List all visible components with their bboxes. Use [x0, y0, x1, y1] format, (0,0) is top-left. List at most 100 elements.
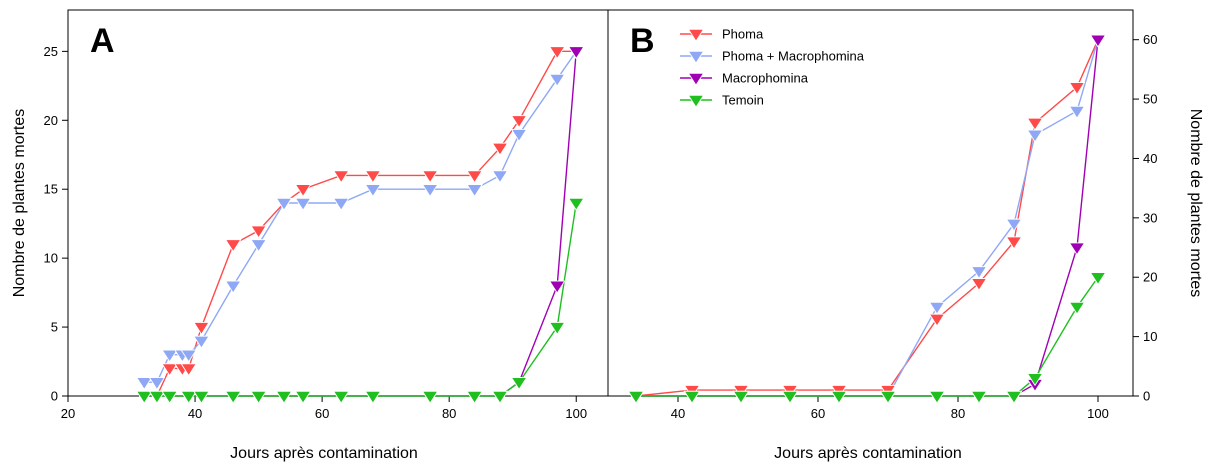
panel-a-x-tick-label: 60 — [315, 406, 329, 421]
panel-b-point-phoma — [1026, 117, 1044, 131]
panel-b-series — [627, 34, 1107, 404]
panel-a-series-line-phoma — [144, 50, 577, 397]
panel-a-point-temoin — [135, 390, 153, 404]
panel-b-y-tick-label: 10 — [1143, 329, 1157, 344]
panel-b-point-temoin — [879, 390, 897, 404]
legend-label-phoma: Phoma — [722, 27, 764, 42]
panel-a-y-tick-label: 10 — [44, 251, 58, 266]
panel-a-point-temoin — [275, 390, 293, 404]
panel-a-series-line-macrophomina — [144, 51, 577, 397]
panel-b-point-temoin — [781, 390, 799, 404]
panel-a-point-phoma — [364, 170, 382, 184]
panel-b-point-phoma — [928, 313, 946, 327]
panel-a-point-phoma-macrophomina — [161, 349, 178, 363]
panel-a-point-phoma-macrophomina — [491, 170, 509, 184]
panel-b-y-axis-title: Nombre de plantes mortes — [1187, 109, 1204, 298]
panel-a-point-temoin — [224, 390, 242, 404]
panel-a-point-phoma — [180, 363, 198, 377]
panel-b-y-tick-label: 0 — [1143, 389, 1150, 404]
panel-b-point-temoin — [970, 390, 988, 404]
panel-a-point-temoin — [161, 390, 178, 404]
panel-a-y-tick-label: 5 — [51, 320, 58, 335]
panel-a-y-axis-title: Nombre de plantes mortes — [11, 109, 28, 298]
panel-a-point-temoin — [567, 197, 585, 211]
panel-a-x-tick-label: 20 — [61, 406, 75, 421]
panel-b-ticks: 40 60 80 100 0 10 20 30 40 50 60 — [671, 32, 1158, 421]
panel-b-y-tick-label: 50 — [1143, 92, 1157, 107]
panel-b-point-macrophomina — [1089, 34, 1107, 48]
panel-b-point-temoin — [830, 390, 848, 404]
legend-label-macrophomina: Macrophomina — [722, 71, 809, 86]
panel-a-y-tick-label: 0 — [51, 389, 58, 404]
panel-a-label: A — [90, 22, 115, 60]
panel-b-series-line-phoma — [635, 39, 1099, 397]
panel-b-y-tick-label: 30 — [1143, 210, 1157, 225]
legend-marker-phoma — [687, 28, 705, 42]
panel-b-series-line-phoma-macrophomina — [636, 39, 1099, 397]
panel-b-y-tick-label: 60 — [1143, 32, 1157, 47]
panel-a-point-phoma — [294, 184, 312, 198]
panel-a-point-phoma-macrophomina — [275, 197, 293, 211]
legend: Phoma Phoma + Macrophomina Macrophomina Tem… — [680, 27, 865, 108]
panel-a-series-line-phoma-macrophomina — [144, 50, 577, 383]
panel-a-point-phoma-macrophomina — [294, 197, 312, 211]
panel-a-point-macrophomina — [567, 46, 585, 60]
panel-a-point-temoin — [250, 390, 267, 404]
panel-a-point-phoma-macrophomina — [193, 335, 210, 349]
legend-label-phoma-macrophomina: Phoma + Macrophomina — [722, 49, 865, 64]
panel-a-point-phoma-macrophomina — [135, 377, 153, 391]
panel-a-point-phoma — [161, 363, 178, 377]
panel-b-point-temoin — [1089, 272, 1107, 286]
panel-b-y-tick-label: 20 — [1143, 270, 1157, 285]
panel-a-point-phoma-macrophomina — [180, 349, 198, 363]
panel-b-point-temoin — [732, 390, 750, 404]
panel-a-point-phoma — [548, 46, 566, 60]
panel-a-point-phoma-macrophomina — [548, 73, 566, 87]
panel-b-series-line-temoin — [636, 276, 1099, 397]
panel-b-point-temoin — [683, 390, 701, 404]
panel-a-point-temoin — [548, 321, 566, 336]
panel-a-point-temoin — [466, 390, 483, 404]
panel-a-ticks: 20 40 60 80 100 0 5 10 15 20 25 — [44, 44, 588, 421]
legend-label-temoin: Temoin — [722, 93, 764, 108]
panel-b-point-macrophomina — [1068, 242, 1086, 256]
panel-a-point-temoin — [180, 390, 198, 404]
panel-a-point-temoin — [510, 377, 528, 391]
panel-a: A Jours après contamination Nombre de pl… — [11, 9, 609, 462]
panel-b-point-phoma-macrophomina — [1068, 105, 1086, 119]
panel-b-frame — [607, 9, 1134, 397]
legend-marker-phoma-macrophomina — [687, 50, 705, 64]
panel-b: B Jours après contamination Nombre de pl… — [607, 9, 1204, 462]
panel-b-point-temoin — [1068, 301, 1086, 315]
legend-marker-temoin — [687, 94, 705, 108]
panel-a-point-temoin — [193, 390, 210, 404]
panel-a-point-phoma — [491, 142, 509, 156]
panel-a-point-temoin — [332, 390, 350, 404]
panel-a-point-phoma — [510, 115, 528, 129]
panel-a-point-phoma — [193, 321, 210, 336]
panel-a-series — [135, 46, 585, 404]
panel-a-x-tick-label: 80 — [442, 406, 456, 421]
panel-b-series-line-macrophomina — [636, 39, 1099, 397]
panel-a-x-tick-label: 100 — [565, 406, 587, 421]
panel-a-y-tick-label: 15 — [44, 182, 58, 197]
panel-a-x-axis-title: Jours après contamination — [230, 445, 418, 462]
legend-marker-macrophomina — [687, 72, 705, 86]
panel-b-point-phoma-macrophomina — [1026, 129, 1044, 143]
panel-a-point-phoma-macrophomina — [364, 184, 382, 198]
panel-a-point-phoma — [224, 239, 242, 253]
panel-b-point-phoma-macrophomina — [1005, 218, 1023, 232]
panel-a-point-phoma — [466, 170, 483, 184]
panel-b-x-tick-label: 40 — [671, 406, 685, 421]
panel-b-x-tick-label: 80 — [951, 406, 965, 421]
panel-b-point-phoma-macrophomina — [928, 301, 946, 315]
panel-a-point-phoma-macrophomina — [332, 197, 350, 211]
panel-a-point-phoma — [332, 170, 350, 184]
panel-a-y-tick-label: 20 — [44, 113, 58, 128]
panel-b-point-temoin — [1005, 390, 1023, 404]
panel-a-y-tick-label: 25 — [44, 44, 58, 59]
panel-a-point-phoma — [250, 225, 267, 239]
panel-b-y-tick-label: 40 — [1143, 151, 1157, 166]
panel-b-point-temoin — [627, 390, 645, 404]
panel-a-point-phoma-macrophomina — [421, 184, 439, 198]
